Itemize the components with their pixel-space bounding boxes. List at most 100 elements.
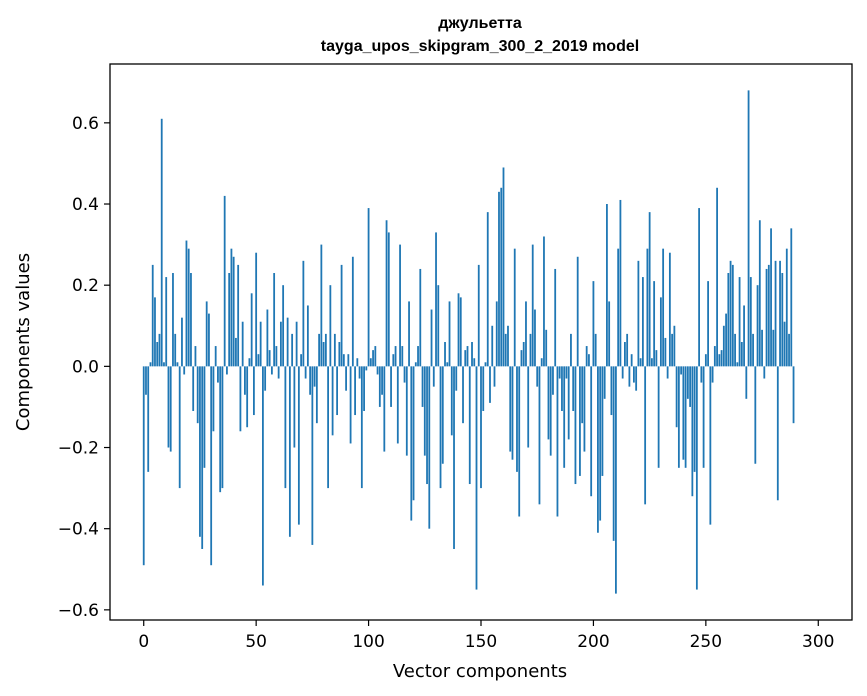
bar-148 [475, 366, 478, 590]
bar-280 [772, 329, 775, 367]
bar-96 [358, 366, 361, 379]
bar-253 [711, 366, 714, 383]
bar-172 [529, 333, 532, 367]
chart-title: джульетта [438, 15, 522, 32]
bar-208 [610, 366, 613, 416]
bar-79 [320, 244, 323, 367]
bar-28 [205, 301, 208, 367]
bar-107 [383, 366, 386, 452]
bar-105 [378, 366, 381, 407]
bar-143 [464, 350, 467, 367]
bar-116 [403, 366, 406, 383]
x-tick-label: 0 [138, 632, 149, 652]
bar-198 [588, 354, 590, 367]
bar-65 [288, 366, 291, 537]
bar-223 [644, 366, 647, 505]
bar-38 [228, 273, 231, 367]
x-tick-label: 250 [690, 632, 722, 652]
bar-121 [414, 362, 417, 367]
bar-23 [194, 346, 197, 367]
bar-165 [513, 248, 516, 367]
bar-19 [185, 240, 188, 367]
bar-132 [439, 366, 442, 489]
y-tick-label: −0.6 [58, 601, 99, 621]
bar-50 [255, 252, 258, 367]
bar-12 [169, 366, 172, 452]
bar-155 [491, 325, 494, 367]
bar-192 [574, 366, 577, 485]
bar-70 [300, 354, 303, 367]
bar-249 [702, 366, 705, 468]
bar-3 [149, 362, 152, 367]
bar-175 [536, 366, 539, 387]
bar-204 [601, 366, 604, 476]
bar-71 [302, 260, 305, 367]
bar-289 [792, 366, 795, 424]
bar-111 [392, 354, 395, 367]
bar-213 [621, 366, 624, 379]
bar-252 [709, 366, 712, 525]
bar-9 [163, 362, 165, 367]
bar-276 [763, 366, 766, 379]
bar-217 [630, 354, 633, 367]
bar-32 [214, 346, 217, 367]
bar-112 [394, 346, 397, 367]
bar-47 [248, 358, 251, 367]
bar-286 [785, 248, 788, 367]
bar-150 [480, 366, 482, 489]
bar-35 [221, 366, 224, 489]
bar-34 [219, 366, 222, 493]
bar-108 [385, 220, 388, 367]
bar-166 [516, 366, 518, 472]
bar-127 [428, 366, 431, 529]
bar-282 [776, 366, 779, 501]
bar-270 [749, 277, 752, 367]
bar-285 [783, 321, 786, 367]
bar-188 [565, 366, 568, 379]
x-axis-ticks: 0 50 100 150 200 250 300 [138, 620, 834, 652]
bar-250 [704, 354, 707, 367]
bar-227 [653, 281, 656, 367]
bar-130 [435, 232, 437, 367]
bar-109 [387, 232, 390, 367]
bar-136 [448, 301, 451, 367]
bar-275 [761, 329, 763, 367]
bar-119 [410, 366, 413, 521]
bar-76 [313, 366, 316, 387]
bar-193 [576, 256, 579, 367]
bar-30 [210, 366, 213, 566]
bar-284 [781, 273, 784, 367]
bar-281 [774, 260, 777, 367]
bar-222 [641, 277, 644, 367]
bar-114 [399, 244, 401, 367]
bar-201 [594, 333, 597, 367]
bar-86 [336, 366, 338, 416]
bar-278 [767, 264, 770, 367]
bar-189 [567, 366, 570, 440]
bar-144 [466, 346, 469, 367]
bar-170 [525, 301, 527, 367]
bar-196 [583, 366, 586, 452]
bar-61 [279, 321, 282, 367]
bar-51 [257, 354, 260, 367]
bar-16 [178, 366, 181, 489]
bar-154 [489, 366, 491, 403]
bar-57 [270, 366, 273, 375]
bar-248 [700, 366, 703, 383]
bar-10 [165, 277, 168, 367]
bar-185 [558, 366, 561, 379]
bar-83 [329, 285, 332, 367]
bar-138 [453, 366, 455, 549]
bar-18 [183, 366, 186, 375]
bar-93 [351, 256, 354, 367]
bar-82 [327, 366, 329, 489]
bar-88 [340, 264, 343, 367]
bar-36 [223, 195, 226, 367]
x-tick-label: 200 [577, 632, 609, 652]
bar-205 [603, 366, 606, 399]
bar-203 [599, 366, 602, 521]
bar-231 [662, 248, 665, 367]
bar-129 [432, 366, 435, 387]
bar-0 [142, 366, 145, 566]
bar-247 [698, 208, 700, 367]
